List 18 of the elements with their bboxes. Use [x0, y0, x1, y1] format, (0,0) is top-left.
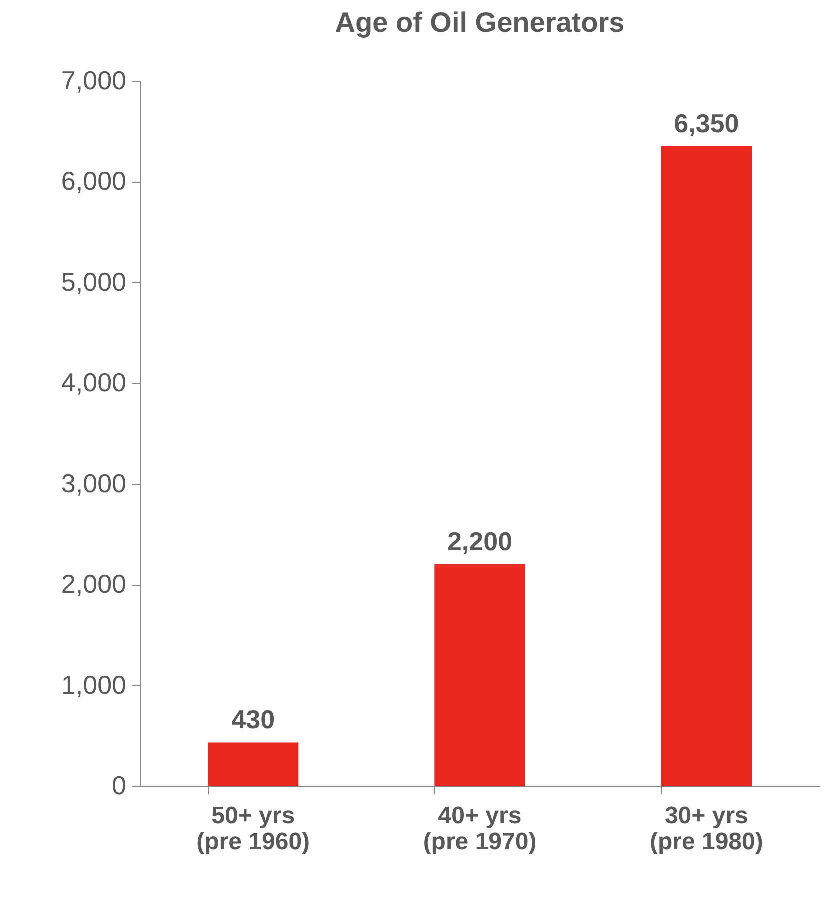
- chart-title: Age of Oil Generators: [335, 7, 625, 38]
- data-label: 430: [232, 704, 276, 735]
- y-tick-label: 7,000: [61, 66, 126, 96]
- y-tick-label: 1,000: [61, 670, 126, 700]
- y-tick-label: 2,000: [61, 569, 126, 600]
- bar: [434, 564, 526, 786]
- y-tick-label: 0: [112, 770, 126, 800]
- y-tick-label: 6,000: [61, 166, 126, 196]
- data-label: 2,200: [447, 526, 513, 556]
- data-label: 6,350: [674, 108, 740, 138]
- x-tick-label: 40+ yrs (pre 1970): [423, 802, 537, 856]
- y-tick-label: 5,000: [61, 266, 126, 297]
- y-tick-label: 3,000: [61, 468, 126, 498]
- x-tick-label: 50+ yrs (pre 1960): [196, 802, 310, 856]
- bar: [661, 146, 752, 786]
- bar: [208, 742, 299, 786]
- x-tick-label: 30+ yrs (pre 1980): [650, 802, 764, 856]
- y-tick-label: 4,000: [61, 368, 126, 398]
